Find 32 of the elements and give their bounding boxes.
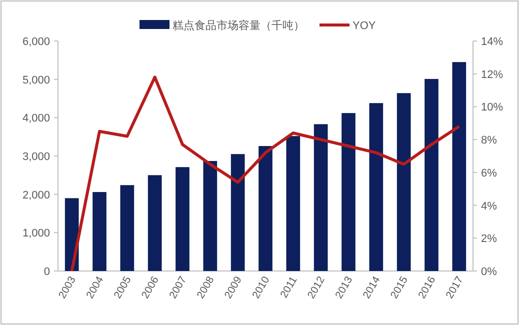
y-tick-label: 4,000 xyxy=(22,112,50,125)
y-tick-label: 1,000 xyxy=(22,228,50,240)
y2-tick-label: 2% xyxy=(481,233,498,246)
y2-tick-label: 6% xyxy=(481,167,498,180)
bar xyxy=(396,93,411,271)
bar xyxy=(120,185,134,271)
y-tick-label: 6,000 xyxy=(22,36,50,48)
bar xyxy=(424,78,438,271)
y2-tick-label: 14% xyxy=(481,36,504,48)
legend-label: 糕点食品市场容量（千吨） xyxy=(172,19,304,32)
y-tick-label: 2,000 xyxy=(22,189,50,202)
y2-tick-label: 0% xyxy=(481,266,498,278)
bar xyxy=(203,160,218,271)
y-tick-label: 0 xyxy=(44,266,50,278)
y2-tick-label: 8% xyxy=(481,134,498,147)
bar xyxy=(258,146,272,271)
bar xyxy=(92,192,106,271)
bar xyxy=(230,154,245,271)
bar xyxy=(286,136,300,271)
y2-tick-label: 10% xyxy=(481,102,504,114)
line-series xyxy=(70,76,461,272)
bar xyxy=(369,103,384,271)
bar xyxy=(314,124,328,271)
bar xyxy=(176,167,190,271)
y-tick-label: 5,000 xyxy=(22,74,50,86)
y2-tick-label: 4% xyxy=(481,200,498,212)
y-tick-label: 3,000 xyxy=(22,151,50,163)
legend-label: YOY xyxy=(352,20,376,32)
bar xyxy=(452,62,466,271)
y2-tick-label: 12% xyxy=(481,68,504,81)
bar xyxy=(342,113,356,271)
bar xyxy=(148,175,162,271)
